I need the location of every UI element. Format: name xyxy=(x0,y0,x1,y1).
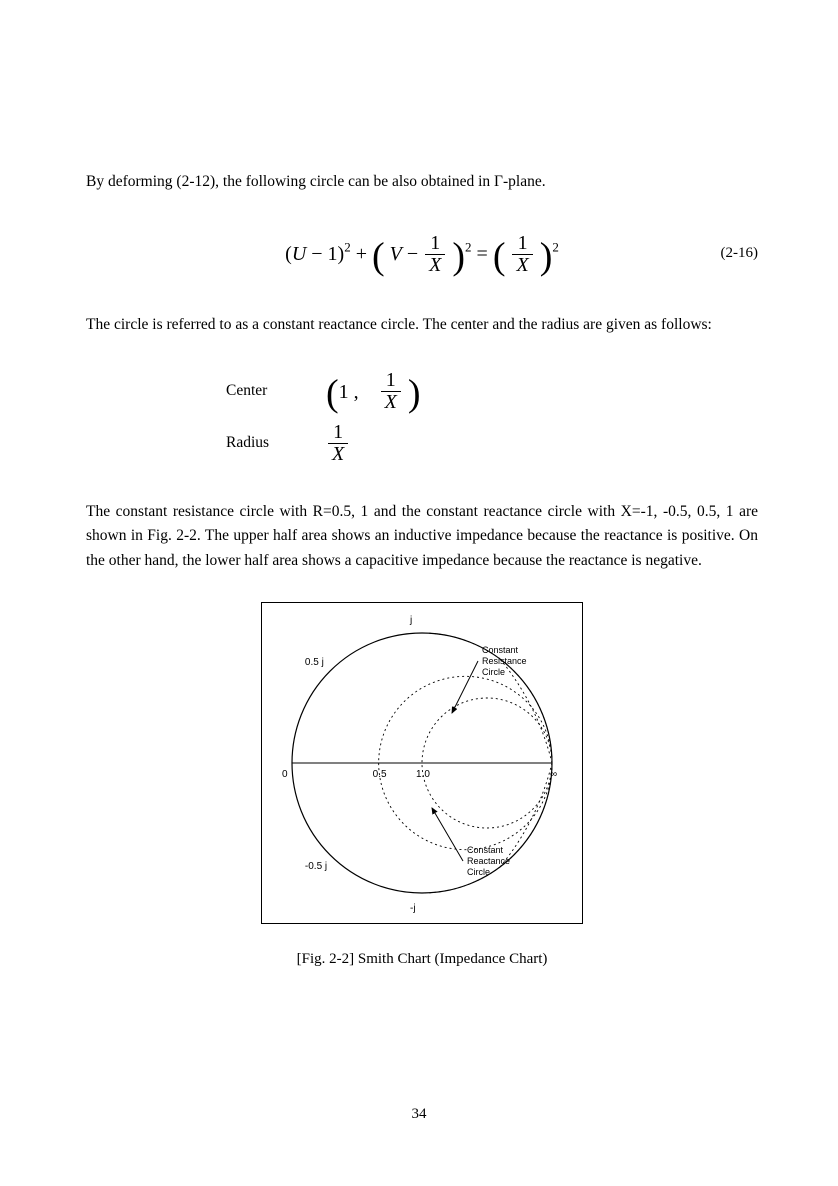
radius-value: 1X xyxy=(326,422,350,465)
svg-text:∞: ∞ xyxy=(550,769,557,780)
svg-text:j: j xyxy=(409,615,412,626)
center-value: (1 , 1X ) xyxy=(326,370,421,413)
svg-text:Constant: Constant xyxy=(482,645,519,655)
svg-text:-0.5 j: -0.5 j xyxy=(305,861,327,872)
svg-text:Constant: Constant xyxy=(467,845,504,855)
intro-text: By deforming (2-12), the following circl… xyxy=(86,170,758,195)
page-number: 34 xyxy=(0,1102,838,1126)
svg-text:0: 0 xyxy=(282,769,288,780)
svg-text:0.5: 0.5 xyxy=(373,769,387,780)
explanation-text: The constant resistance circle with R=0.… xyxy=(86,500,758,574)
radius-label: Radius xyxy=(226,431,296,456)
svg-text:Reactance: Reactance xyxy=(467,856,510,866)
equation-2-16-body: (U − 1)2 + ( V − 1X )2 = ( 1X )2 xyxy=(86,223,758,284)
svg-text:Circle: Circle xyxy=(467,867,490,877)
equation-2-16-number: (2-16) xyxy=(721,223,759,283)
svg-text:Circle: Circle xyxy=(482,667,505,677)
figure-caption: [Fig. 2-2] Smith Chart (Impedance Chart) xyxy=(86,947,758,971)
smith-chart-figure: 00.51.0∞0.5 jj-0.5 j-jConstantResistance… xyxy=(261,602,583,924)
equation-2-16: (U − 1)2 + ( V − 1X )2 = ( 1X )2 (2-16) xyxy=(86,223,758,283)
svg-text:0.5 j: 0.5 j xyxy=(305,657,324,668)
svg-text:1.0: 1.0 xyxy=(416,769,430,780)
circle-description: The circle is referred to as a constant … xyxy=(86,313,758,338)
center-label: Center xyxy=(226,379,296,404)
center-definition: Center (1 , 1X ) (2-17) xyxy=(226,366,758,418)
svg-text:Resistance: Resistance xyxy=(482,656,527,666)
radius-definition: Radius 1X (2-18) xyxy=(226,418,758,470)
svg-text:-j: -j xyxy=(410,903,416,913)
